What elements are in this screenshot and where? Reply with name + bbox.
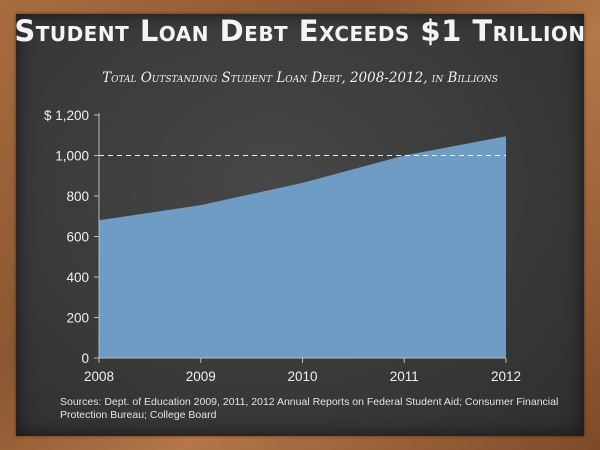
y-tick-label: 600 bbox=[66, 230, 89, 245]
y-tick-label: 1,000 bbox=[55, 149, 89, 164]
x-tick-label: 2011 bbox=[390, 369, 419, 384]
series-area bbox=[99, 136, 506, 358]
chart-subtitle: Total Outstanding Student Loan Debt, 200… bbox=[102, 70, 498, 86]
y-tick-label: $ 1,200 bbox=[44, 108, 89, 123]
x-tick-label: 2010 bbox=[287, 369, 317, 384]
y-tick-label: 200 bbox=[66, 311, 89, 326]
x-tick-label: 2008 bbox=[84, 369, 114, 384]
y-tick-label: 800 bbox=[66, 189, 89, 204]
x-tick-label: 2012 bbox=[491, 369, 521, 384]
y-tick-label: 0 bbox=[81, 351, 89, 366]
y-tick-label: 400 bbox=[66, 270, 89, 285]
x-tick-label: 2009 bbox=[186, 369, 216, 384]
source-note: Sources: Dept. of Education 2009, 2011, … bbox=[60, 396, 559, 421]
chart-title: Student Loan Debt Exceeds $1 Trillion bbox=[14, 14, 586, 48]
